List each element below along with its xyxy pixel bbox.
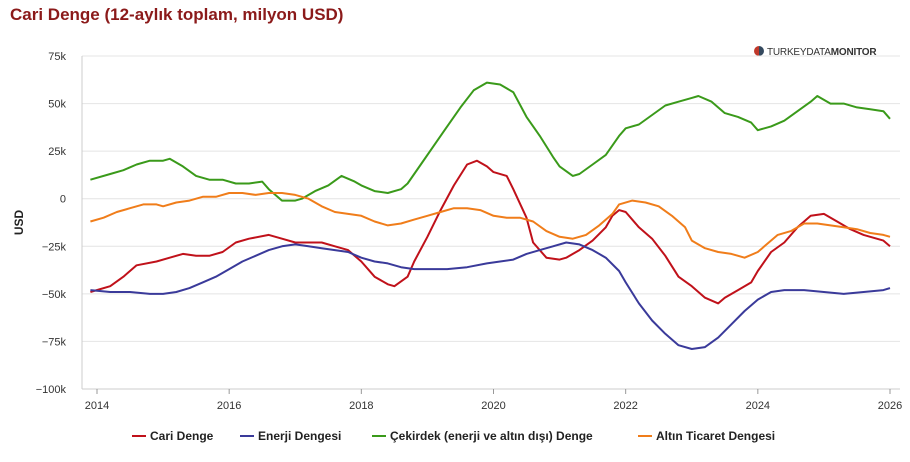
x-tick-label: 2026 [878,400,902,412]
x-tick-label: 2020 [481,400,505,412]
y-axis-label: USD [12,210,26,236]
gridlines [81,55,900,390]
logo-icon [754,46,764,56]
legend-label: Enerji Dengesi [258,429,341,443]
x-tick-label: 2024 [746,400,770,412]
legend[interactable]: Cari Denge Enerji Dengesi Çekirdek (enerji… [132,429,775,443]
logo-text-2: DATA [806,47,831,58]
y-tick-label: 0 [60,194,66,206]
y-tick-label: 75k [48,51,66,63]
y-tick-label: 50k [48,99,66,111]
chart-title: Cari Denge (12-aylık toplam, milyon USD) [10,5,344,24]
series-line-2 [90,81,891,202]
legend-item-1[interactable]: Enerji Dengesi [240,429,341,443]
x-tick-label: 2014 [85,400,109,412]
y-tick-label: −100k [36,384,67,396]
y-tick-label: −75k [42,336,67,348]
legend-label: Altın Ticaret Dengesi [656,429,775,443]
series-line-0 [90,159,891,305]
legend-label: Çekirdek (enerji ve altın dışı) Denge [390,429,593,443]
x-axis-ticks: 2014 2016 2018 2020 2022 2024 2026 [85,389,902,412]
logo-text-3: MONITOR [830,47,877,58]
legend-item-2[interactable]: Çekirdek (enerji ve altın dışı) Denge [372,429,593,443]
legend-item-3[interactable]: Altın Ticaret Dengesi [638,429,775,443]
x-tick-label: 2016 [217,400,241,412]
logo-text-1: TURKEY [767,47,807,58]
y-axis-ticks: 75k 50k 25k 0 −25k −50k −75k −100k [36,51,67,396]
series-lines [90,81,891,350]
legend-label: Cari Denge [150,429,214,443]
series-line-3 [90,192,891,259]
y-tick-label: 25k [48,146,66,158]
x-tick-label: 2018 [349,400,373,412]
legend-item-0[interactable]: Cari Denge [132,429,214,443]
x-tick-label: 2022 [613,400,637,412]
y-tick-label: −50k [42,289,67,301]
series-line-1 [90,241,891,350]
y-tick-label: −25k [42,241,67,253]
brand-logo: TURKEYDATAMONITOR [754,46,877,58]
